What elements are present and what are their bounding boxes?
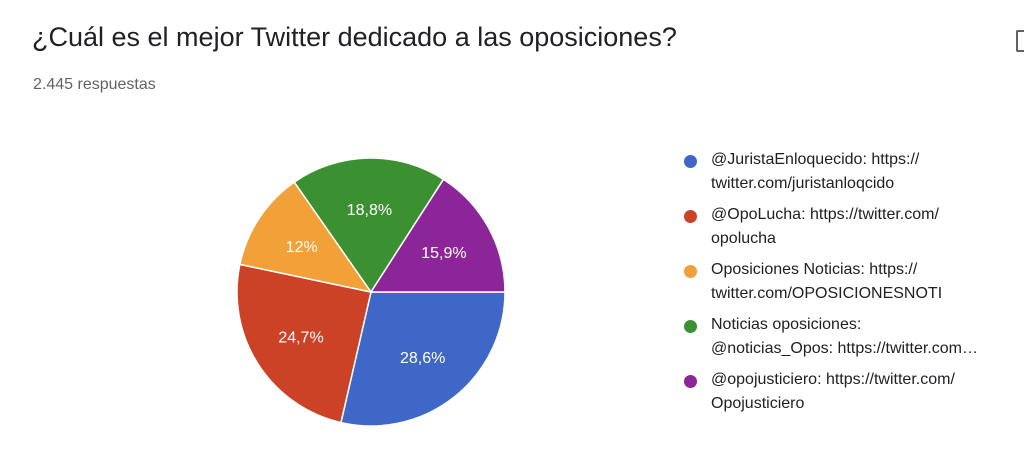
- legend-item-5[interactable]: @opojusticiero: https://twitter.com/Opoj…: [684, 368, 1024, 423]
- legend-item-2[interactable]: @OpoLucha: https://twitter.com/opolucha: [684, 203, 1024, 258]
- pie-slice-1[interactable]: [340, 291, 506, 427]
- pie-slice-3[interactable]: [238, 181, 373, 294]
- legend-swatch: [684, 265, 697, 278]
- legend-swatch: [684, 210, 697, 223]
- pie-label-5: 15,9%: [421, 245, 466, 262]
- legend-item-3[interactable]: Oposiciones Noticias: https://twitter.co…: [684, 258, 1024, 313]
- response-count: 2.445 respuestas: [33, 76, 156, 93]
- pie-slice-2[interactable]: [236, 263, 372, 424]
- pie-label-3: 12%: [286, 239, 318, 256]
- legend-label: Oposiciones Noticias: https://twitter.co…: [711, 261, 943, 302]
- legend-swatch: [684, 375, 697, 388]
- copy-icon[interactable]: [1016, 30, 1024, 52]
- legend-swatch: [684, 155, 697, 168]
- pie-label-1: 28,6%: [400, 350, 445, 367]
- legend-label: @JuristaEnloquecido: https://twitter.com…: [711, 151, 920, 192]
- pie-slice-4[interactable]: [293, 157, 445, 294]
- pie-label-4: 18,8%: [347, 202, 392, 219]
- legend-swatch: [684, 320, 697, 333]
- legend-label: Noticias oposiciones: @noticias_Opos: htt…: [711, 316, 979, 357]
- legend-label: @OpoLucha: https://twitter.com/opolucha: [711, 206, 939, 247]
- legend-label: @opojusticiero: https://twitter.com/Opoj…: [711, 371, 955, 412]
- pie-label-2: 24,7%: [278, 330, 323, 347]
- legend-item-4[interactable]: Noticias oposiciones: @noticias_Opos: htt…: [684, 313, 1024, 368]
- chart-legend: @JuristaEnloquecido: https://twitter.com…: [684, 148, 1024, 423]
- legend-item-1[interactable]: @JuristaEnloquecido: https://twitter.com…: [684, 148, 1024, 203]
- pie-slice-5[interactable]: [369, 178, 506, 293]
- chart-title: ¿Cuál es el mejor Twitter dedicado a las…: [32, 22, 677, 52]
